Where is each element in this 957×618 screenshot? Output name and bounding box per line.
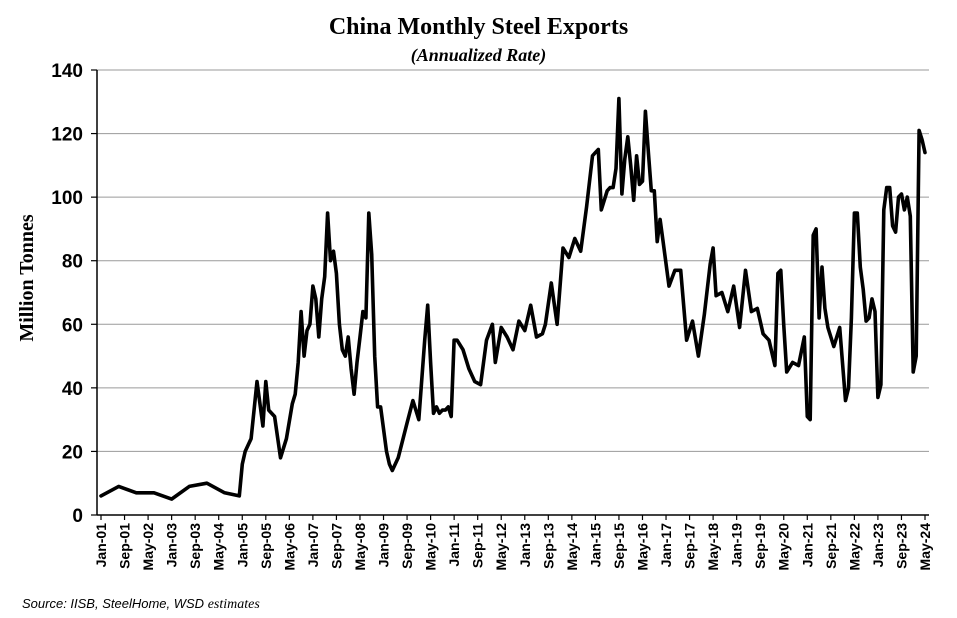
chart-subtitle: (Annualized Rate) [410, 45, 547, 65]
x-tick-label: May-04 [211, 523, 227, 571]
chart-title: China Monthly Steel Exports [328, 14, 629, 40]
x-tick-label: May-18 [705, 523, 721, 571]
x-tick-label: Sep-15 [611, 523, 627, 569]
gridlines [97, 69, 929, 452]
x-tick-label: May-24 [917, 523, 933, 571]
x-tick-label: May-02 [140, 523, 156, 571]
x-tick-label: Sep-21 [823, 523, 839, 569]
x-tick-label: Sep-17 [682, 523, 698, 569]
y-axis-ticks: 0 20 40 60 80 100 120 140 [51, 61, 97, 527]
y-tick-label: 80 [62, 252, 83, 273]
source-estimates: estimates [207, 597, 260, 612]
x-tick-label: May-20 [776, 523, 792, 571]
x-tick-label: Jan-21 [799, 523, 815, 568]
axes [96, 70, 929, 516]
y-tick-label: 0 [72, 506, 83, 527]
x-tick-label: Sep-23 [893, 523, 909, 569]
x-tick-label: Jan-13 [517, 523, 533, 568]
series-group [99, 96, 927, 501]
x-tick-label: May-06 [281, 523, 297, 571]
x-tick-label: Jan-09 [376, 523, 392, 568]
x-tick-label: May-14 [564, 523, 580, 571]
x-tick-label: May-22 [846, 523, 862, 571]
x-tick-label: Jan-23 [870, 523, 886, 568]
x-tick-label: Sep-09 [399, 523, 415, 569]
series-line [99, 96, 927, 501]
y-tick-label: 20 [62, 442, 83, 463]
y-tick-label: 100 [51, 188, 83, 209]
x-tick-label: Jan-01 [93, 523, 109, 568]
x-tick-label: Jan-07 [305, 523, 321, 568]
x-tick-label: May-10 [423, 523, 439, 571]
x-tick-label: Sep-13 [540, 523, 556, 569]
y-tick-label: 120 [51, 125, 83, 146]
source-text: Source: IISB, SteelHome, WSD [22, 596, 208, 611]
x-tick-label: Jan-15 [587, 523, 603, 568]
x-tick-label: May-12 [493, 523, 509, 571]
x-tick-label: Jan-11 [446, 523, 462, 567]
x-tick-label: Jan-05 [234, 523, 250, 568]
x-axis-ticks: Jan-01 Sep-01 May-02 Jan-03 Sep-03 May-04 Jan-… [93, 515, 933, 570]
x-tick-label: Sep-11 [470, 523, 486, 568]
x-tick-label: Sep-03 [187, 523, 203, 569]
x-tick-label: Jan-03 [164, 523, 180, 568]
x-tick-label: May-16 [634, 523, 650, 571]
x-tick-label: Jan-17 [658, 523, 674, 568]
x-tick-label: Jan-19 [729, 523, 745, 568]
y-axis-label: Million Tonnes [16, 214, 38, 341]
y-tick-label: 40 [62, 379, 83, 400]
x-tick-label: May-08 [352, 523, 368, 571]
source-note: Source: IISB, SteelHome, WSD estimates [22, 596, 260, 613]
y-tick-label: 140 [51, 61, 83, 82]
y-tick-label: 60 [62, 315, 83, 336]
x-tick-label: Sep-05 [258, 523, 274, 569]
x-tick-label: Sep-19 [752, 523, 768, 569]
x-tick-label: Sep-01 [117, 523, 133, 569]
x-tick-label: Sep-07 [328, 523, 344, 569]
